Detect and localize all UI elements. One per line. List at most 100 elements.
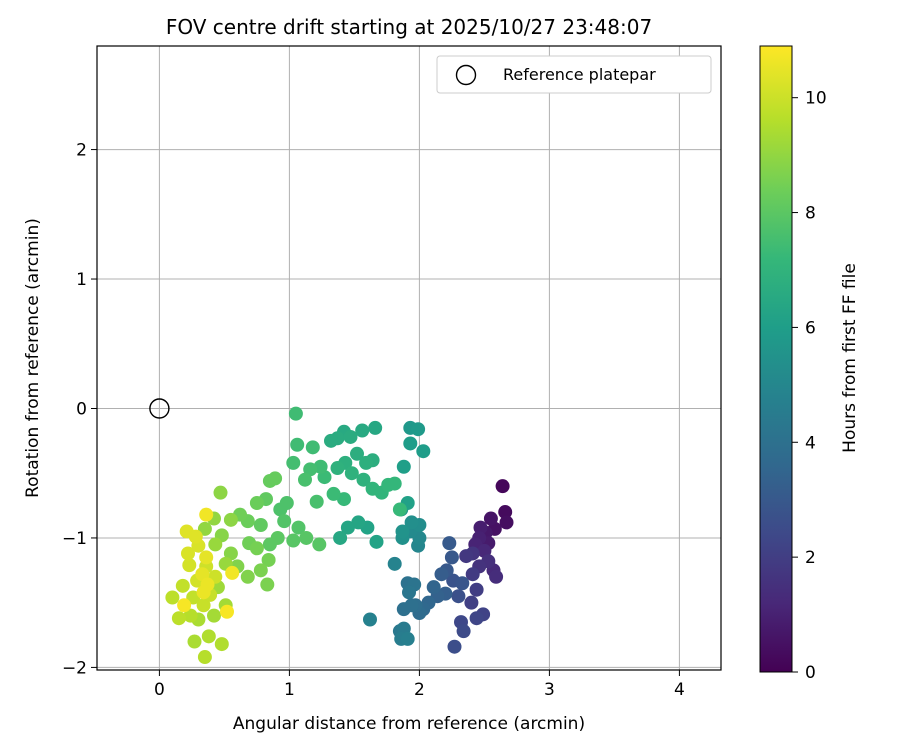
data-point: [387, 476, 402, 491]
data-point: [171, 611, 186, 626]
colorbar-tick-label: 4: [805, 433, 816, 453]
data-point: [286, 533, 301, 548]
colorbar-label: Hours from first FF file: [840, 263, 860, 453]
data-point: [459, 549, 474, 564]
data-point: [298, 472, 312, 487]
data-point: [286, 455, 301, 470]
data-point: [312, 537, 327, 552]
plot-area-frame: [96, 45, 722, 671]
y-tick-label: 0: [76, 399, 87, 419]
data-point: [199, 550, 214, 565]
data-point: [444, 550, 459, 565]
data-point: [333, 530, 348, 545]
data-point: [260, 577, 275, 592]
data-point: [326, 486, 341, 501]
data-point: [411, 422, 426, 437]
data-point: [165, 590, 180, 605]
data-point: [344, 466, 359, 481]
x-tick-label: 0: [154, 680, 165, 700]
data-point: [181, 546, 195, 561]
data-point: [350, 446, 364, 461]
data-point: [330, 461, 345, 476]
data-point: [291, 520, 306, 535]
colorbar-tick-label: 10: [805, 89, 827, 109]
data-point: [220, 604, 234, 619]
data-point: [324, 433, 338, 448]
data-point: [240, 569, 255, 584]
data-point: [186, 590, 201, 605]
colorbar-tick-label: 8: [805, 204, 816, 224]
data-point: [355, 423, 370, 438]
data-point: [188, 529, 203, 544]
data-point: [199, 507, 214, 522]
data-point: [451, 589, 466, 604]
data-point: [396, 602, 411, 617]
data-point: [214, 637, 229, 652]
data-point: [416, 444, 431, 459]
data-point: [268, 471, 283, 486]
data-point: [262, 537, 277, 552]
data-point: [309, 494, 324, 509]
data-point: [290, 437, 305, 452]
data-point: [387, 556, 402, 571]
y-tick-label: −2: [62, 658, 87, 678]
data-point: [223, 546, 238, 561]
data-point: [495, 479, 510, 494]
y-tick-label: 2: [76, 141, 87, 161]
data-point: [395, 524, 410, 539]
data-point: [253, 518, 268, 533]
data-point: [368, 420, 383, 435]
data-point: [498, 505, 513, 520]
colorbar-ticks: 0 2 4 6 8 10: [792, 89, 827, 683]
data-point: [351, 515, 366, 530]
x-tick-label: 3: [544, 680, 555, 700]
data-point: [469, 582, 484, 597]
data-point: [465, 567, 480, 582]
data-point: [473, 520, 488, 535]
data-point: [369, 534, 384, 549]
data-point: [201, 629, 216, 644]
data-point: [273, 502, 288, 517]
x-tick-label: 2: [414, 680, 425, 700]
x-axis-label: Angular distance from reference (arcmin): [233, 714, 585, 734]
data-point: [175, 578, 190, 593]
data-point: [207, 608, 221, 623]
data-point: [288, 406, 303, 421]
data-point: [447, 639, 462, 654]
colorbar-tick-label: 2: [805, 548, 816, 568]
y-tick-label: −1: [62, 529, 87, 549]
data-point: [303, 462, 318, 477]
data-point: [213, 485, 228, 500]
data-point: [225, 565, 240, 580]
legend-entry-label: Reference platepar: [503, 65, 656, 84]
colorbar-tick-label: 6: [805, 318, 816, 338]
colorbar: [759, 45, 793, 673]
reference-platepar-marker: [149, 398, 170, 419]
data-point: [404, 515, 419, 530]
data-point: [196, 598, 211, 613]
data-point: [356, 472, 371, 487]
data-point: [340, 520, 355, 535]
legend-box: [436, 55, 712, 94]
y-axis-ticks: −2 −1 0 1 2: [62, 141, 97, 678]
data-point: [396, 459, 411, 474]
data-point: [183, 608, 198, 623]
data-point: [483, 511, 498, 526]
data-point: [249, 495, 264, 510]
data-point: [499, 515, 514, 530]
data-point: [223, 512, 238, 527]
data-point: [261, 552, 276, 567]
data-point: [196, 585, 211, 600]
data-point: [400, 631, 415, 646]
data-point: [343, 429, 358, 444]
data-point: [187, 634, 202, 649]
x-tick-label: 4: [674, 680, 685, 700]
data-point: [442, 536, 457, 551]
data-point: [359, 455, 374, 470]
data-point: [469, 611, 484, 626]
y-axis-label: Rotation from reference (arcmin): [23, 218, 43, 498]
data-point: [363, 612, 377, 627]
data-point: [434, 567, 449, 582]
data-point: [177, 598, 192, 613]
